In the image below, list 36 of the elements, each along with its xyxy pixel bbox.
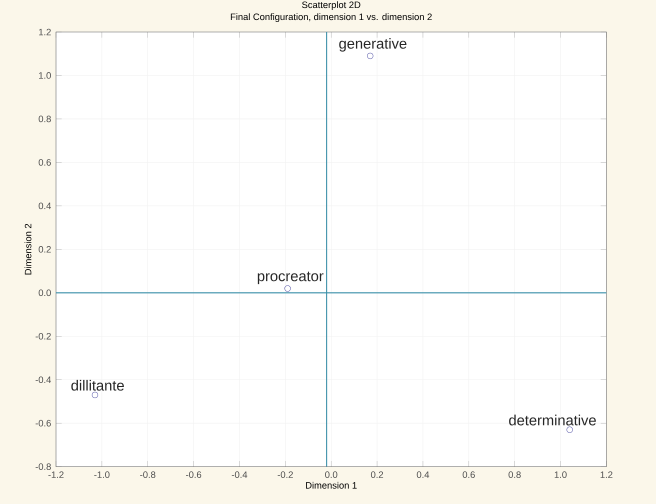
x-tick-label: -0.2	[278, 471, 293, 478]
annotation: dillitante	[71, 380, 124, 391]
annotation: determinative	[509, 414, 596, 426]
point	[566, 426, 573, 433]
y-tick-label: 1.0	[39, 72, 51, 79]
point	[92, 392, 98, 398]
point	[366, 52, 374, 60]
annotation: generative	[339, 38, 406, 52]
x-tick-label: 0.2	[370, 471, 384, 478]
x-tick-label: -1.2	[48, 471, 64, 478]
x-tick-label: -0.6	[186, 471, 202, 478]
y-tick-label: 1.2	[39, 28, 51, 36]
y-tick-label: 0.4	[38, 202, 52, 210]
x-tick-label: 0.6	[462, 471, 475, 478]
y-tick-label: -0.6	[36, 420, 51, 426]
x-tick-label: 0.0	[325, 471, 338, 478]
y-tick-label: -0.8	[36, 463, 51, 470]
x-tick-label: 1.2	[600, 471, 612, 478]
y-tick-label: 0.8	[38, 116, 51, 122]
y-axis-title: Dimension 2	[24, 224, 32, 274]
x-tick-label: -0.4	[232, 471, 248, 478]
point	[284, 285, 291, 292]
chart-title: Scatterplot 2D	[302, 1, 360, 10]
y-tick-label: 0.2	[38, 246, 51, 253]
x-axis-title: Dimension 1	[306, 482, 357, 489]
x-tick-label: 0.8	[508, 471, 521, 478]
x-tick-label: -1.0	[94, 471, 110, 478]
chart-subtitle: Final Configuration, dimension 1 vs. dimension 2	[230, 13, 432, 22]
y-tick-label: -0.4	[36, 376, 52, 384]
y-tick-label: 0.6	[38, 159, 51, 166]
annotation: procreator	[258, 272, 324, 284]
x-tick-label: 1.0	[554, 471, 567, 478]
x-tick-label: -0.8	[140, 471, 156, 478]
y-tick-label: 0.0	[38, 290, 51, 296]
x-tick-label: 0.4	[416, 471, 430, 478]
y-tick-label: -0.2	[36, 332, 51, 340]
